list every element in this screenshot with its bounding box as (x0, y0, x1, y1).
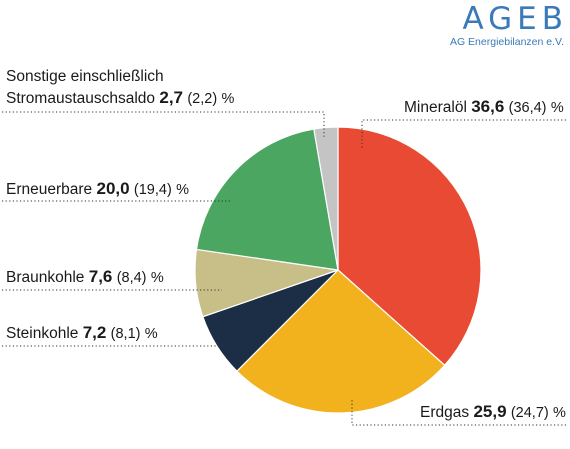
label-erdgas-value: 25,9 (473, 402, 507, 421)
ageb-logo: AGEB AG Energiebilanzen e.V. (450, 2, 564, 48)
label-steinkohle-name: Steinkohle (6, 325, 79, 342)
pie-slices (194, 126, 482, 414)
label-sonstige-name-line2: Stromaustauschsaldo (6, 90, 156, 107)
label-mineraloel-unit: % (550, 100, 564, 116)
pie-slice-sonstige (313, 126, 339, 271)
label-braunkohle-name: Braunkohle (6, 269, 85, 286)
label-sonstige-value: 2,7 (159, 88, 184, 107)
label-mineraloel-name: Mineralöl (404, 99, 467, 116)
leader-line-erdgas (351, 400, 566, 426)
label-steinkohle-value: 7,2 (82, 323, 107, 342)
label-braunkohle: Braunkohle 7,6 (8,4) % (6, 266, 164, 289)
label-sonstige-prev: (2,2) (187, 91, 218, 107)
label-sonstige-name: Sonstige einschließlich (6, 68, 164, 85)
label-erneuerbare-name: Erneuerbare (6, 181, 93, 198)
label-braunkohle-value: 7,6 (88, 267, 113, 286)
logo-word: AGEB (462, 1, 568, 37)
label-erdgas-unit: % (553, 405, 566, 421)
label-mineraloel: Mineralöl 36,6 (36,4) % (404, 96, 564, 119)
label-steinkohle: Steinkohle 7,2 (8,1) % (6, 322, 158, 345)
leader-lines (2, 111, 566, 426)
logo-subtitle: AG Energiebilanzen e.V. (449, 36, 564, 48)
label-mineraloel-prev: (36,4) (508, 100, 547, 116)
label-braunkohle-prev: (8,4) (116, 270, 147, 286)
leader-line-sonstige (2, 111, 325, 138)
label-braunkohle-unit: % (150, 270, 164, 286)
label-steinkohle-unit: % (144, 326, 158, 342)
label-sonstige-unit: % (221, 91, 235, 107)
label-erneuerbare-value: 20,0 (96, 179, 130, 198)
label-erdgas-name: Erdgas (420, 404, 470, 421)
pie-slice-erdgas (236, 269, 446, 414)
label-erneuerbare-prev: (19,4) (133, 182, 172, 198)
label-mineraloel-value: 36,6 (471, 97, 505, 116)
label-erdgas: Erdgas 25,9 (24,7) % (420, 401, 566, 424)
label-erneuerbare-unit: % (176, 182, 189, 198)
pie-slice-mineraloel (337, 126, 482, 367)
pie-slice-erneuerbare (195, 128, 339, 271)
label-sonstige: Sonstige einschließlich Stromaustauschsa… (6, 66, 234, 110)
label-steinkohle-prev: (8,1) (110, 326, 141, 342)
label-erneuerbare: Erneuerbare 20,0 (19,4) % (6, 178, 189, 201)
label-erdgas-prev: (24,7) (510, 405, 549, 421)
